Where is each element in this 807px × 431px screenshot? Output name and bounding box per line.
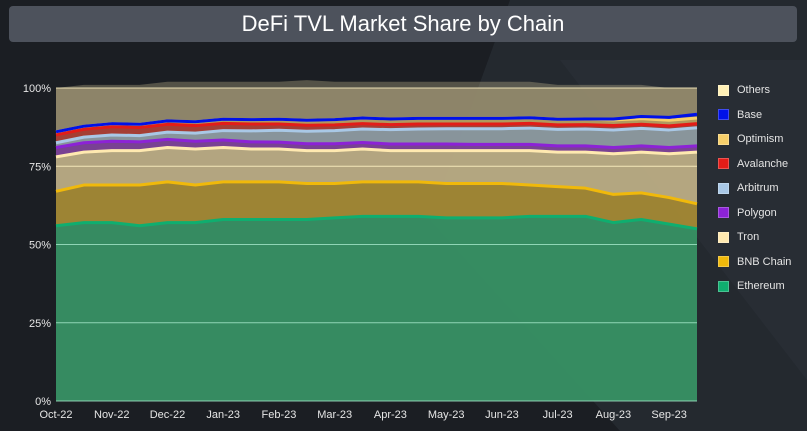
legend-swatch: [718, 280, 729, 292]
legend-label: Base: [737, 108, 763, 121]
x-tick-label: Sep-23: [651, 409, 686, 421]
y-tick-label: 0%: [35, 396, 51, 408]
legend-swatch: [718, 133, 729, 145]
y-tick-label: 50%: [29, 240, 51, 252]
legend-swatch: [718, 84, 729, 96]
x-tick-label: Oct-22: [39, 409, 72, 421]
line-avalanche: [55, 121, 698, 137]
legend-swatch: [718, 158, 729, 170]
line-ethereum: [55, 214, 698, 231]
legend-item-bnb-chain[interactable]: BNB Chain: [716, 250, 806, 275]
line-base: [55, 112, 698, 134]
x-tick-label: Mar-23: [317, 409, 352, 421]
y-tick-label: 100%: [23, 83, 51, 95]
x-tick-label: Nov-22: [94, 409, 129, 421]
legend-item-arbitrum[interactable]: Arbitrum: [716, 176, 806, 201]
area-tron: [56, 147, 697, 204]
legend-item-tron[interactable]: Tron: [716, 225, 806, 250]
x-tick-label: Jan-23: [206, 409, 240, 421]
legend-item-avalanche[interactable]: Avalanche: [716, 152, 806, 177]
legend-label: Optimism: [737, 133, 784, 146]
line-tron: [55, 145, 698, 159]
legend-swatch: [718, 182, 729, 194]
legend-label: Tron: [737, 231, 760, 244]
legend-item-others[interactable]: Others: [716, 78, 806, 103]
legend-label: Avalanche: [737, 157, 789, 170]
area-polygon: [56, 139, 697, 157]
legend-item-base[interactable]: Base: [716, 103, 806, 128]
line-polygon: [55, 137, 698, 149]
line-arbitrum: [55, 126, 698, 145]
legend-item-ethereum[interactable]: Ethereum: [716, 274, 806, 299]
legend-label: Polygon: [737, 206, 777, 219]
legend-label: Arbitrum: [737, 182, 779, 195]
legend-item-optimism[interactable]: Optimism: [716, 127, 806, 152]
legend-swatch: [718, 109, 729, 121]
legend-label: Others: [737, 84, 771, 97]
legend-swatch: [718, 207, 729, 219]
chart-legend: Others Base Optimism Avalanche Arbitrum Polyg…: [716, 78, 806, 299]
x-tick-label: Jun-23: [485, 409, 519, 421]
legend-label: BNB Chain: [737, 255, 792, 268]
legend-label: Ethereum: [737, 280, 785, 293]
legend-swatch: [718, 256, 729, 268]
area-ethereum: [56, 216, 697, 401]
y-tick-label: 75%: [29, 161, 51, 173]
legend-swatch: [718, 231, 729, 243]
line-bnb-chain: [55, 180, 698, 206]
y-tick-label: 25%: [29, 318, 51, 330]
area-bnb-chain: [56, 181, 697, 229]
x-tick-label: Apr-23: [374, 409, 407, 421]
x-tick-label: May-23: [428, 409, 465, 421]
x-tick-label: Feb-23: [262, 409, 297, 421]
chart-title: DeFi TVL Market Share by Chain: [9, 6, 797, 42]
x-tick-label: Aug-23: [596, 409, 631, 421]
x-tick-label: Jul-23: [543, 409, 573, 421]
area-optimism: [56, 117, 697, 135]
x-tick-label: Dec-22: [150, 409, 185, 421]
legend-item-polygon[interactable]: Polygon: [716, 201, 806, 226]
